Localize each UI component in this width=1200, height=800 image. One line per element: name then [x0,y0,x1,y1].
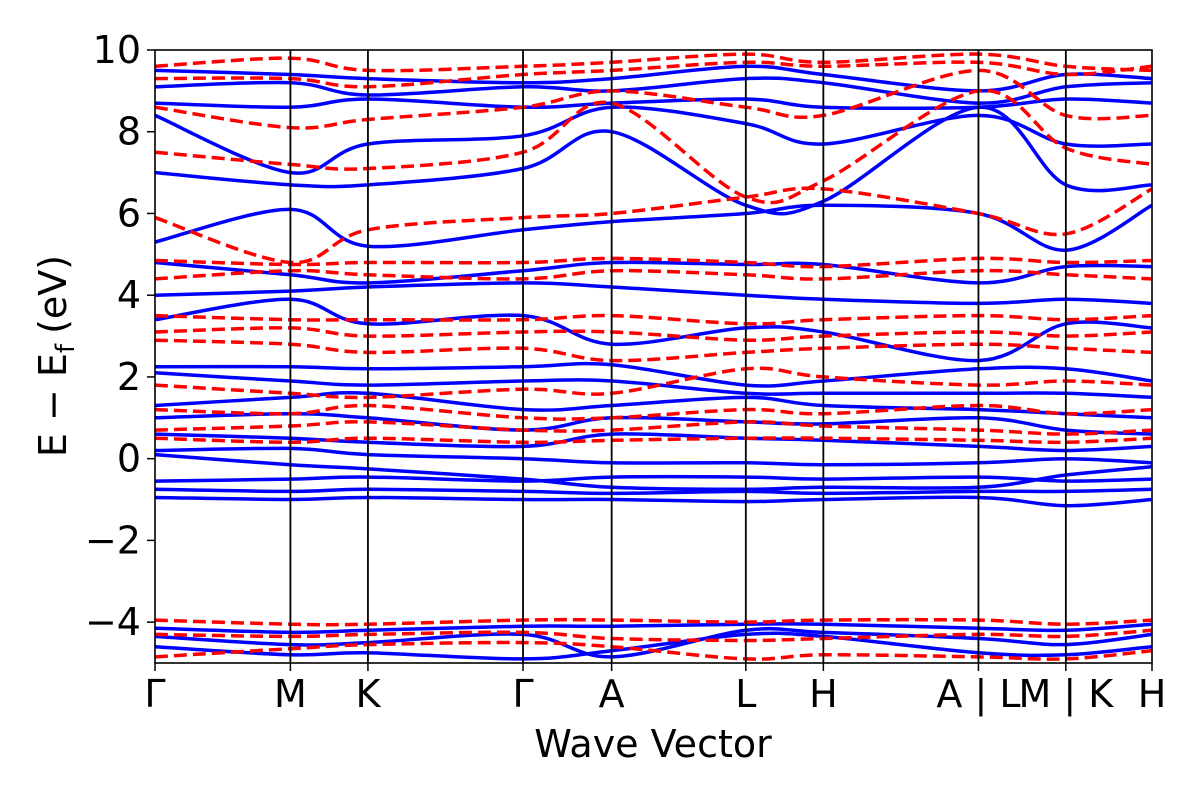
solid-band-13 [155,203,1152,252]
dashed-band-3 [155,366,1152,400]
x-tick-label-7: A | L [936,672,1020,717]
dashed-band-8 [155,256,1152,269]
kpoint-divider-lines [289,50,1067,663]
dashed-band-11 [155,68,1152,130]
y-tick-label-2: 6 [117,191,141,235]
dashed-band-16 [155,640,1152,661]
solid-band-10 [155,297,1152,363]
y-axis-title: E − Ef (eV) [31,255,81,457]
y-axis: 10 8 6 4 2 0 −2 −4 [85,28,155,644]
dashed-band-4 [155,338,1152,363]
dashed-band-12 [155,60,1152,89]
dashed-band-6 [155,313,1152,326]
solid-band-7 [155,390,1152,420]
x-tick-label-5: L [735,672,756,716]
solid-band-3 [155,452,1152,492]
y-tick-label-0: 10 [93,28,141,72]
solid-band-16 [155,97,1152,110]
y-axis-title-unit: (eV) [31,255,75,334]
dashed-band-10 [155,88,1152,205]
solid-band-14 [155,105,1152,216]
solid-band-15 [155,105,1152,175]
solid-band-9 [155,361,1152,388]
plot-background [155,50,1152,663]
y-tick-label-7: −4 [85,600,141,644]
solid-band-12 [155,260,1152,285]
x-tick-label-8: M | K [1019,672,1115,717]
x-tick-label-4: A [599,672,625,716]
y-tick-label-6: −2 [85,518,141,562]
solid-band-19 [155,622,1152,635]
x-tick-label-9: H [1138,672,1167,716]
y-tick-label-5: 0 [117,437,141,481]
y-axis-title-subscript: f [51,343,81,353]
dashed-band-5 [155,326,1152,343]
solid-band-4 [155,446,1152,467]
dashed-band-14 [155,617,1152,627]
x-tick-label-1: M [274,672,307,716]
y-axis-title-main: E − E [31,353,75,457]
y-tick-label-1: 8 [117,110,141,154]
dashed-band-13 [155,52,1152,73]
x-axis: Γ M K Γ A L H A | LM | K H [144,663,1166,717]
dashed-band-9 [155,186,1152,265]
solid-band-8 [155,371,1152,400]
y-tick-label-4: 2 [117,355,141,399]
dashed-band-7 [155,268,1152,281]
solid-band-11 [155,281,1152,306]
x-tick-label-2: K [355,672,381,716]
y-tick-label-3: 4 [117,273,141,317]
bands-layer [155,52,1152,661]
dashed-band-15 [155,628,1152,643]
solid-band-1 [155,487,1152,496]
x-tick-label-0: Γ [144,672,165,716]
plot-frame [154,49,1153,664]
dashed-band-1 [155,420,1152,436]
solid-band-21 [155,631,1152,661]
x-tick-label-3: Γ [512,672,533,716]
solid-band-2 [155,495,1152,508]
solid-band-18 [155,64,1152,93]
solid-band-6 [155,411,1152,436]
dashed-band-0 [155,436,1152,445]
solid-band-0 [155,474,1152,483]
dashed-band-2 [155,403,1152,421]
x-axis-title: Wave Vector [534,722,772,766]
x-tick-label-6: H [809,672,838,716]
